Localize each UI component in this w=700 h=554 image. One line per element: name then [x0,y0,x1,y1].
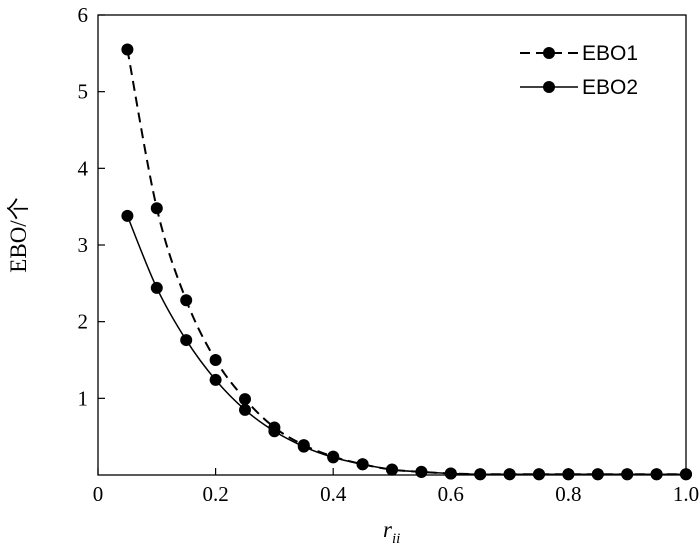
data-point-ebo2 [297,440,310,453]
data-point-ebo2 [356,458,369,471]
data-point-ebo2 [180,334,193,347]
data-point-ebo2 [650,468,663,481]
data-point-ebo2 [239,403,251,416]
data-point-ebo2 [503,468,516,481]
data-point-ebo2 [268,425,281,438]
data-point-ebo2 [680,468,692,481]
x-axis-title: rii [383,517,400,547]
data-point-ebo1 [121,43,134,56]
y-tick-label: 3 [78,233,89,257]
data-point-ebo2 [209,373,222,386]
data-point-ebo1 [150,202,163,215]
data-point-ebo1 [239,393,251,406]
data-point-ebo2 [591,468,604,481]
x-tick-label: 0.2 [202,482,228,506]
data-point-ebo2 [562,468,575,481]
x-tick-label: 0.8 [555,482,581,506]
x-tick-label: 0.4 [320,482,347,506]
data-point-ebo2 [386,463,398,476]
x-axis-title-subscript: ii [392,531,400,547]
y-tick-label: 5 [78,80,89,104]
y-tick-label: 2 [78,310,89,334]
series-lines [126,49,686,476]
legend: EBO1 EBO2 [520,42,638,99]
y-tick-label: 1 [78,386,89,410]
data-point-ebo1 [180,294,193,307]
data-point-ebo2 [150,281,163,294]
y-tick-label: 4 [78,156,89,180]
series-line-ebo1 [126,49,686,476]
legend-marker-ebo2 [543,81,555,93]
legend-label-ebo1: EBO1 [582,42,638,65]
series-markers [121,43,692,481]
legend-marker-ebo1 [543,47,555,59]
data-point-ebo2 [621,468,634,481]
data-point-ebo2 [121,209,134,222]
y-tick-label: 6 [78,3,89,27]
data-point-ebo2 [474,468,487,481]
x-tick-label: 0.6 [438,482,464,506]
data-point-ebo2 [415,465,428,478]
data-point-ebo2 [444,467,457,480]
x-tick-label: 0 [93,482,104,506]
x-tick-label: 1.0 [673,482,699,506]
axis-ticks: 0 0.2 0.4 0.6 0.8 1.0 1 2 3 4 5 6 [78,3,700,506]
data-point-ebo2 [533,468,545,481]
series-line-ebo2 [126,215,686,476]
legend-label-ebo2: EBO2 [582,76,638,99]
data-point-ebo2 [327,451,340,464]
y-axis-title: EBO/个 [6,197,31,272]
data-point-ebo1 [209,354,222,366]
